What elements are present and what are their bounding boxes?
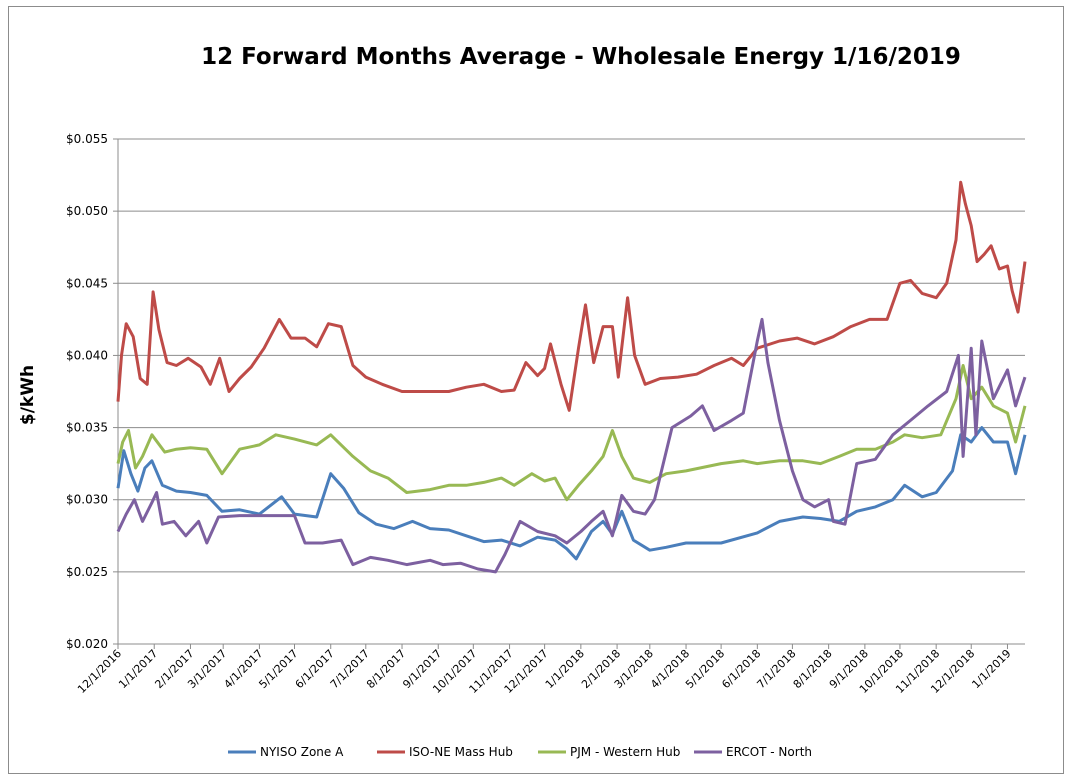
chart-frame [8,6,1064,774]
legend-label: PJM - Western Hub [570,745,680,759]
series-line-iso-ne-mass-hub [116,180,1027,412]
y-tick-label: $0.055 [66,132,108,146]
y-tick-label: $0.020 [66,637,108,651]
y-tick-label: $0.030 [66,493,108,507]
series-lines [116,180,1027,574]
series-line-pjm-western-hub [116,364,1027,502]
gridlines [118,138,1025,573]
y-tick-label: $0.040 [66,348,108,362]
legend-label: ISO-NE Mass Hub [409,745,513,759]
legend: NYISO Zone A ISO-NE Mass Hub PJM - Western… [228,745,812,759]
legend-label: NYISO Zone A [260,745,344,759]
y-tick-label: $0.045 [66,276,108,290]
x-tick-label: 1/1/2019 [969,647,1013,691]
series-line-ercot-north [116,317,1027,574]
x-tick-label: 12/1/2016 [75,647,124,696]
y-tick-label: $0.025 [66,565,108,579]
y-tick-label: $0.050 [66,204,108,218]
series-line-nyiso-zone-a [116,426,1027,561]
x-axis-ticks: 12/1/20161/1/20172/1/20173/1/20174/1/201… [75,644,1014,696]
chart-title: 12 Forward Months Average - Wholesale En… [201,44,961,70]
legend-label: ERCOT - North [726,745,812,759]
y-axis-ticks: $0.020 $0.025 $0.030 $0.035 $0.040 $0.045 $0.0… [66,132,118,651]
y-tick-label: $0.035 [66,421,108,435]
